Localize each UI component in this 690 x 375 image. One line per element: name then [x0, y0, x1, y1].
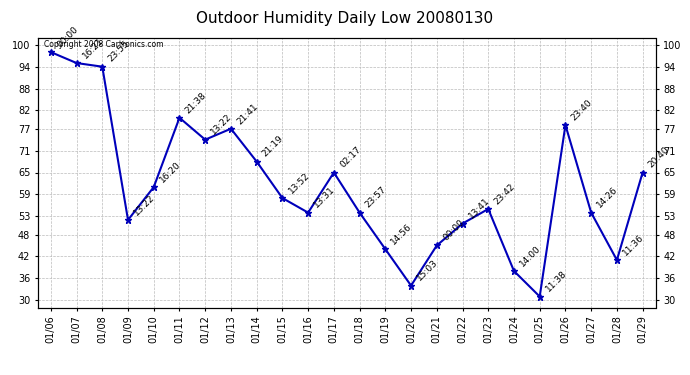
Text: 13:31: 13:31 — [313, 185, 337, 210]
Text: 13:52: 13:52 — [286, 171, 311, 195]
Text: 15:03: 15:03 — [415, 258, 440, 283]
Text: 14:26: 14:26 — [595, 185, 620, 210]
Text: 16:21: 16:21 — [81, 36, 106, 60]
Text: 13:41: 13:41 — [466, 196, 491, 221]
Text: 02:17: 02:17 — [338, 145, 363, 170]
Text: 23:57: 23:57 — [364, 185, 388, 210]
Text: 23:55: 23:55 — [106, 39, 131, 64]
Text: 13:22: 13:22 — [132, 193, 157, 217]
Text: 11:38: 11:38 — [544, 269, 569, 294]
Text: 21:41: 21:41 — [235, 102, 259, 126]
Text: Copyright 2008 Cartronics.com: Copyright 2008 Cartronics.com — [44, 40, 164, 49]
Text: 14:00: 14:00 — [518, 244, 543, 268]
Text: 00:00: 00:00 — [55, 25, 79, 50]
Text: 00:00: 00:00 — [441, 218, 466, 243]
Text: 23:40: 23:40 — [570, 98, 594, 122]
Text: 11:36: 11:36 — [621, 232, 646, 257]
Text: Outdoor Humidity Daily Low 20080130: Outdoor Humidity Daily Low 20080130 — [197, 11, 493, 26]
Text: 16:20: 16:20 — [158, 160, 182, 184]
Text: 21:38: 21:38 — [184, 90, 208, 115]
Text: 23:42: 23:42 — [493, 182, 517, 206]
Text: 20:40: 20:40 — [647, 145, 671, 170]
Text: 21:19: 21:19 — [261, 134, 286, 159]
Text: 13:22: 13:22 — [209, 112, 234, 137]
Text: 14:56: 14:56 — [389, 222, 414, 246]
